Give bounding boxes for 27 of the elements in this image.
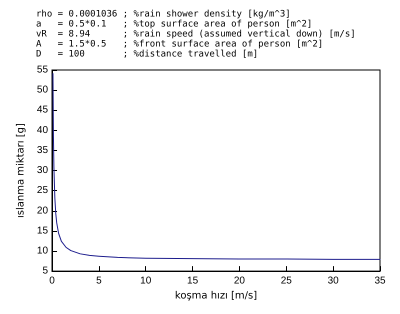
text: D = 100 ; %distance travelled [m] <box>36 50 258 60</box>
y-tick-label: 35 <box>36 144 48 156</box>
y-tick-label: 10 <box>36 245 48 256</box>
y-tick-label: 55 <box>36 64 48 76</box>
y-tick-label: 25 <box>36 185 48 196</box>
text: A = 1.5*0.5 ; %front surface area of person [m^2] <box>36 40 324 50</box>
x-tick-label: 30 <box>328 276 340 287</box>
y-tick-label: 30 <box>36 165 48 176</box>
y-tick-label: 45 <box>36 104 48 116</box>
y-tick-label: 40 <box>36 124 48 136</box>
x-tick-label: 20 <box>234 276 246 287</box>
y-tick-label: 15 <box>36 225 48 236</box>
text: rho = 0.0001036 ; %rain shower density [kg/m^3] <box>36 10 291 20</box>
x-tick-label: 25 <box>280 276 292 287</box>
x-tick-label: 35 <box>374 276 386 287</box>
text: a = 0.5*0.1 ; %top surface area of person [m^2] <box>36 20 312 30</box>
y-tick-label: 5 <box>42 266 48 277</box>
y-axis-title: ıslanma miktarı [g] <box>16 123 26 218</box>
y-tick-label: 50 <box>36 84 48 96</box>
x-tick-label: 15 <box>187 276 199 287</box>
x-tick-label: 0 <box>49 276 56 287</box>
x-axis-title: koşma hızı [m/s] <box>174 290 258 302</box>
y-tick-label: 20 <box>36 205 48 216</box>
line-series <box>52 73 380 260</box>
x-tick-label: 10 <box>140 276 152 287</box>
x-tick-label: 5 <box>96 276 102 287</box>
text: vR = 8.94 ; %rain speed (assumed vertical down) [m/s] <box>36 30 356 40</box>
